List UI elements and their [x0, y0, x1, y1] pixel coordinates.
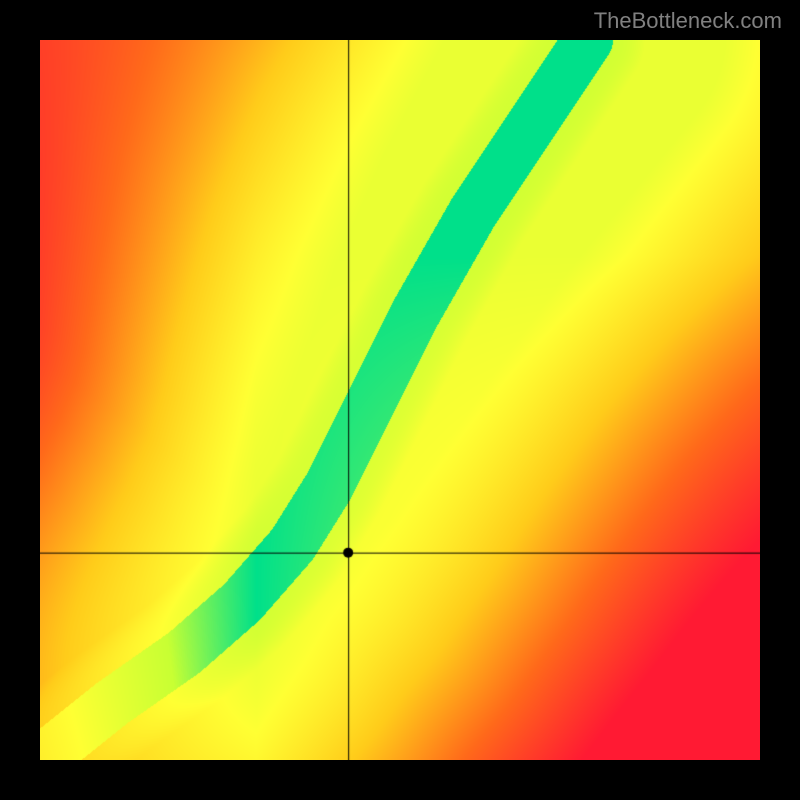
heatmap-canvas	[40, 40, 760, 760]
bottleneck-heatmap	[40, 40, 760, 760]
watermark-text: TheBottleneck.com	[594, 8, 782, 34]
